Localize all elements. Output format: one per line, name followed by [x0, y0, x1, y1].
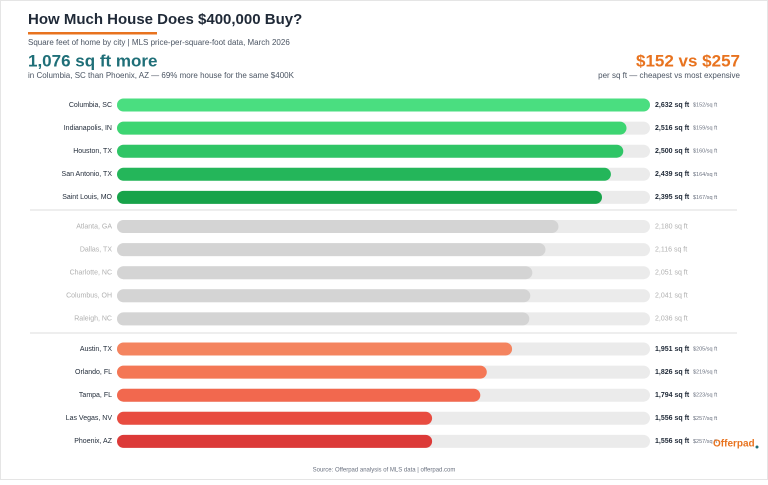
value-label: 2,051 sq ft: [655, 270, 688, 277]
category-label: Columbus, OH: [66, 293, 112, 300]
price-label: $152/sq ft: [693, 102, 718, 108]
callout-left: 1,076 sq ft more: [28, 51, 157, 70]
callout-right: $152 vs $257: [636, 51, 740, 70]
value-label: 2,116 sq ft: [655, 246, 687, 253]
price-label: $167/sq ft: [693, 195, 718, 201]
title-underline: [28, 32, 157, 35]
bar: [117, 434, 433, 448]
category-label: Austin, TX: [80, 346, 112, 353]
bar: [117, 266, 533, 280]
value-label: 1,794 sq ft: [655, 392, 690, 399]
bar: [117, 144, 624, 158]
value-label: 2,500 sq ft: [655, 148, 690, 155]
category-label: Raleigh, NC: [74, 316, 112, 323]
bar: [117, 121, 627, 135]
callout-left-note: in Columbia, SC than Phoenix, AZ — 69% m…: [28, 71, 295, 80]
logo: Offerpad: [713, 439, 755, 450]
category-label: Phoenix, AZ: [74, 438, 112, 445]
price-label: $164/sq ft: [693, 172, 718, 178]
category-label: San Antonio, TX: [62, 171, 113, 178]
category-label: Orlando, FL: [75, 369, 112, 376]
price-label: $160/sq ft: [693, 149, 718, 155]
bar: [117, 388, 481, 402]
value-label: 2,036 sq ft: [655, 316, 688, 323]
category-label: Las Vegas, NV: [66, 415, 113, 422]
bar: [117, 411, 433, 425]
value-label: 2,439 sq ft: [655, 171, 690, 178]
category-label: Charlotte, NC: [70, 270, 112, 277]
value-label: 1,826 sq ft: [655, 369, 690, 376]
price-label: $205/sq ft: [693, 346, 718, 352]
bar: [117, 190, 603, 204]
bar: [117, 243, 546, 257]
chart-title: How Much House Does $400,000 Buy?: [28, 11, 302, 28]
value-label: 2,180 sq ft: [655, 223, 688, 230]
value-label: 1,556 sq ft: [655, 415, 690, 422]
value-label: 1,951 sq ft: [655, 346, 690, 353]
category-label: Tampa, FL: [79, 392, 112, 399]
bar: [117, 289, 531, 303]
bar: [117, 98, 650, 112]
callout-right-note: per sq ft — cheapest vs most expensive: [598, 71, 740, 80]
bar: [117, 312, 530, 326]
price-label: $223/sq ft: [693, 393, 718, 399]
value-label: 2,395 sq ft: [655, 194, 690, 201]
logo-dot: [755, 445, 759, 449]
price-label: $159/sq ft: [693, 126, 718, 132]
value-label: 2,632 sq ft: [655, 102, 690, 109]
category-label: Saint Louis, MO: [62, 194, 112, 201]
price-label: $257/sq ft: [693, 439, 718, 445]
category-label: Houston, TX: [73, 148, 112, 155]
value-label: 1,556 sq ft: [655, 438, 690, 445]
price-label: $219/sq ft: [693, 370, 718, 376]
category-label: Dallas, TX: [80, 246, 112, 253]
bar: [117, 365, 487, 379]
category-label: Atlanta, GA: [76, 223, 112, 230]
bar: [117, 342, 513, 356]
bar: [117, 220, 559, 233]
source: Source: Offerpad analysis of MLS data | …: [313, 468, 456, 474]
value-label: 2,516 sq ft: [655, 125, 690, 132]
bar: [117, 167, 611, 181]
value-label: 2,041 sq ft: [655, 293, 688, 300]
category-label: Columbia, SC: [69, 102, 112, 109]
category-label: Indianapolis, IN: [64, 125, 112, 132]
subtitle: Square feet of home by city | MLS price-…: [28, 38, 290, 47]
price-label: $257/sq ft: [693, 416, 718, 422]
